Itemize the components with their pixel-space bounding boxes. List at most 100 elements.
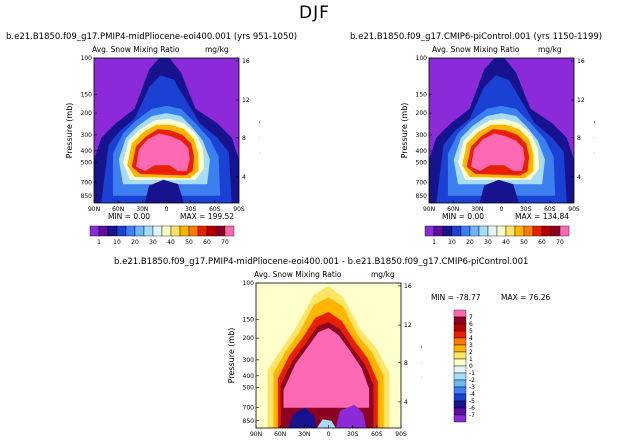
panel1-xtick-label-0: 90N [88, 206, 100, 213]
panel1-colorbar-box-8 [161, 225, 172, 237]
panel2-ylabel: Pressure (mb) [400, 103, 409, 159]
panel1-subtitle: Avg. Snow Mixing Ratio [92, 45, 180, 54]
panel2-ytick-label-500: 500 [416, 159, 428, 166]
panel3-y2tick-label-8: 8 [404, 360, 408, 367]
panel2-colorbar-label-3: 30 [484, 239, 492, 246]
panel2-ytick-label-100: 100 [416, 55, 428, 62]
panel2-y2tick-label-12: 12 [577, 97, 585, 104]
panel1-units: mg/kg [205, 45, 229, 54]
panel2-colorbar-box-1 [433, 225, 444, 237]
panel3-colorbar-box-15 [453, 414, 467, 423]
panel1-colorbar-label-6: 60 [203, 239, 211, 246]
panel1-xtick-label-6: 90S [233, 206, 245, 213]
panel3-xtick-label-5: 60S [371, 431, 383, 438]
panel3-colorbar-label-14: -7 [469, 412, 475, 419]
panel3-title: b.e21.B1850.f09_g17.PMIP4-midPliocene-eo… [114, 257, 529, 267]
panel2-subtitle: Avg. Snow Mixing Ratio [432, 45, 520, 54]
panel3-colorbar-box-4 [453, 337, 467, 346]
panel2-colorbar-box-2 [442, 225, 453, 237]
panel1-colorbar-label-2: 20 [131, 239, 139, 246]
panel3-colorbar-label-13: -6 [469, 405, 475, 412]
panel1-colorbar-box-13 [206, 225, 217, 237]
panel2-colorbar-box-13 [541, 225, 552, 237]
panel2-colorbar-box-7 [487, 225, 498, 237]
panel1-ylabel: Pressure (mb) [65, 103, 74, 159]
panel3-xtick-label-2: 30N [298, 431, 310, 438]
panel1-max-label: MAX = 199.52 [180, 212, 235, 221]
panel3-colorbar-label-5: 2 [469, 349, 473, 356]
panel2-ytick-label-700: 700 [416, 180, 428, 187]
panel3-ylabel: Pressure (mb) [227, 328, 236, 384]
panel1-colorbar-label-0: 1 [97, 239, 101, 246]
panel2-surface [479, 179, 519, 203]
panel2-colorbar-box-5 [469, 225, 480, 237]
panel3-colorbar-box-11 [453, 386, 467, 395]
panel2-ytick-label-400: 400 [416, 148, 428, 155]
panel1-xtick-label-2: 30N [136, 206, 148, 213]
panel2-colorbar-box-14 [550, 225, 561, 237]
panel1-ytick-label-200: 200 [81, 110, 93, 117]
panel1-xtick-label-5: 60S [209, 206, 221, 213]
panel3-max-label: MAX = 76.26 [501, 293, 551, 302]
panel2-colorbar-box-4 [460, 225, 471, 237]
panel2-colorbar-label-0: 1 [432, 239, 436, 246]
panel3-min-label: MIN = -78.77 [431, 293, 481, 302]
panel3-colorbar-label-6: 1 [469, 356, 473, 363]
panel2-xtick-label-3: 0 [500, 206, 504, 213]
panel3-y2tick-label-16: 16 [404, 283, 412, 290]
figure-title: DJF [299, 3, 330, 23]
panel1-shell-7 [136, 133, 190, 172]
panel2-y2tick-label-16: 16 [577, 58, 585, 65]
panel2-y2tick-label-4: 4 [577, 174, 581, 181]
panel1-colorbar-box-6 [143, 225, 154, 237]
panel1-colorbar-box-11 [188, 225, 199, 237]
panel3-xtick-label-6: 90S [395, 431, 407, 438]
panel2-xtick-label-2: 30N [471, 206, 483, 213]
panel1-y2tick-label-16: 16 [242, 58, 250, 65]
panel3-neg-patch-2 [335, 404, 367, 428]
panel1-plot: Pressure (mb) Height (km) 100 150 200 300 400 5… [65, 55, 260, 213]
panel3-colorbar-box-3 [453, 330, 467, 339]
panel3-colorbar-box-2 [453, 323, 467, 332]
panel1-colorbar-box-7 [152, 225, 163, 237]
panel2-colorbar: 1 10 20 30 40 50 60 70 [424, 225, 570, 246]
panel1-y2tick-label-4: 4 [242, 174, 246, 181]
panel2-ytick-label-850: 850 [416, 193, 428, 200]
panel2-colorbar-label-5: 50 [520, 239, 528, 246]
panel1-colorbar-label-7: 70 [221, 239, 229, 246]
panel1-colorbar-box-15 [224, 225, 235, 237]
panel1-ytick-label-700: 700 [81, 180, 93, 187]
panel2-colorbar-label-4: 40 [502, 239, 510, 246]
panel2-title: b.e21.B1850.f09_g17.CMIP6-piControl.001 … [350, 32, 603, 42]
panel3-colorbar-label-12: -5 [469, 398, 475, 405]
panel3-y2tick-label-4: 4 [404, 399, 408, 406]
panel3-xtick-label-3: 0 [327, 431, 331, 438]
panel1-ytick-label-300: 300 [81, 132, 93, 139]
panel2-colorbar-box-15 [559, 225, 570, 237]
panel3-colorbar-box-10 [453, 379, 467, 388]
panel1-ytick-label-150: 150 [81, 91, 93, 98]
panel2-colorbar-box-0 [424, 225, 435, 237]
panel2-colorbar-label-2: 20 [466, 239, 474, 246]
panel2-y2tick-label-8: 8 [577, 135, 581, 142]
panel2-colorbar-box-6 [478, 225, 489, 237]
panel2-units: mg/kg [538, 45, 562, 54]
panel1-colorbar-label-1: 10 [113, 239, 121, 246]
panel3-colorbar-label-3: 4 [469, 335, 473, 342]
panel2-shell-7 [471, 133, 525, 172]
panel3-neg-patch-3 [316, 419, 336, 428]
panel2-min-label: MIN = 0.00 [442, 212, 485, 221]
panel3-colorbar-box-1 [453, 316, 467, 325]
panel1-colorbar-box-9 [170, 225, 181, 237]
panel3-colorbar-box-8 [453, 365, 467, 374]
panel2-colorbar-box-11 [523, 225, 534, 237]
panel2-colorbar-box-10 [514, 225, 525, 237]
panel3-shell-4 [283, 328, 370, 408]
panel3-colorbar-box-0 [453, 309, 467, 318]
panel2-xtick-label-1: 60N [447, 206, 459, 213]
panel1-ytick-label-850: 850 [81, 193, 93, 200]
panel2-field [429, 58, 574, 203]
panel2-colorbar-box-8 [496, 225, 507, 237]
panel3-xtick-label-0: 90N [250, 431, 262, 438]
